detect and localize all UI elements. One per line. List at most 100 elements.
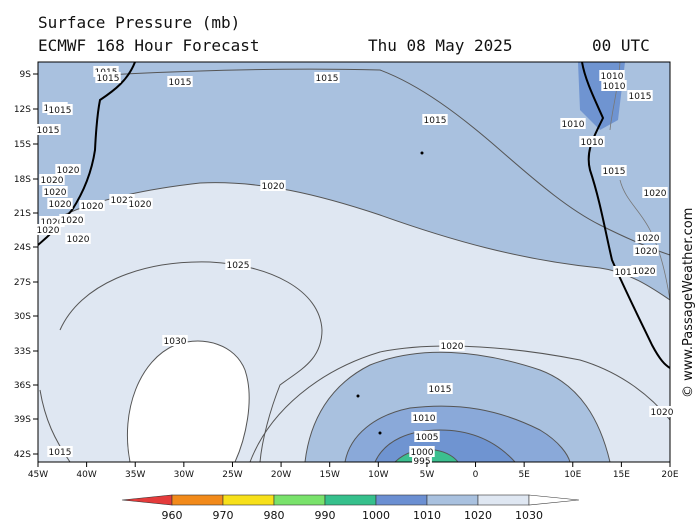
isobar-label-box bbox=[422, 114, 448, 125]
lon-label: 5E bbox=[518, 470, 530, 480]
isobar-label: 1020 bbox=[67, 235, 90, 245]
svg-text:© www.PassageWeather.com: © www.PassageWeather.com bbox=[681, 208, 696, 398]
legend-label: 1010 bbox=[413, 509, 441, 522]
isobar-label: 1010 bbox=[413, 414, 436, 424]
isobar-label: 1020 bbox=[644, 189, 667, 199]
lat-label: 21S bbox=[14, 209, 31, 219]
pressure-legend: 960 970 980 990 1000 1010 1020 1030 bbox=[121, 494, 580, 522]
legend-swatch bbox=[273, 494, 326, 506]
lon-label: 10W bbox=[368, 470, 388, 480]
isobar-label: 1015 bbox=[49, 448, 72, 458]
isobar-label-box bbox=[39, 174, 65, 185]
isobar-label-box bbox=[613, 266, 639, 277]
africa-border bbox=[609, 62, 670, 301]
lat-label: 12S bbox=[14, 105, 31, 115]
lon-label: 15E bbox=[613, 470, 630, 480]
isobar-label-box bbox=[601, 80, 627, 91]
isobar-label: 1020 bbox=[37, 226, 60, 236]
isobar-label-box bbox=[47, 446, 73, 457]
isobar-label-box bbox=[35, 124, 61, 135]
isobar-label: 1020 bbox=[262, 182, 285, 192]
isobar-1000 bbox=[394, 449, 459, 462]
isobar-label: 1020 bbox=[637, 234, 660, 244]
isobar-label-box bbox=[109, 194, 135, 205]
isobar-label-box bbox=[649, 406, 675, 417]
isobar-label-box bbox=[627, 90, 653, 101]
isobar-label: 1010 bbox=[601, 72, 624, 82]
isobar-label-box bbox=[439, 340, 465, 351]
lon-label: 5W bbox=[420, 470, 435, 480]
isobar-label-box bbox=[409, 446, 435, 457]
isobar-label-box bbox=[55, 164, 81, 175]
lon-label: 15W bbox=[320, 470, 340, 480]
isobar-label-box bbox=[79, 200, 105, 211]
isobar-label: 1010 bbox=[562, 120, 585, 130]
isobar-label-box bbox=[633, 245, 659, 256]
isobar-label: 1020 bbox=[441, 342, 464, 352]
isobar-label-box bbox=[560, 118, 586, 129]
legend-swatch bbox=[222, 494, 275, 506]
isobar-label: 1010 bbox=[615, 268, 638, 278]
lon-label: 30W bbox=[174, 470, 194, 480]
forecast-time: 00 UTC bbox=[592, 36, 650, 55]
isobar-label: 1020 bbox=[129, 200, 152, 210]
isobar-label: 1020 bbox=[633, 267, 656, 277]
isobar-label-box bbox=[47, 104, 73, 115]
legend-label: 980 bbox=[264, 509, 285, 522]
isobar-label-box bbox=[59, 214, 85, 225]
isobar-label: 1015 bbox=[97, 74, 120, 84]
isobar-label-box bbox=[95, 72, 121, 83]
isobar-label-box bbox=[642, 187, 668, 198]
isobar-label-box bbox=[601, 165, 627, 176]
isobar-1005 bbox=[374, 429, 516, 462]
legend-arrow-high bbox=[528, 494, 580, 506]
lon-label: 20W bbox=[271, 470, 291, 480]
isobar-label: 1020 bbox=[41, 218, 64, 228]
isobar-label-box bbox=[414, 431, 440, 442]
isobar-label: 1020 bbox=[81, 202, 104, 212]
isobar-label-box bbox=[260, 180, 286, 191]
isobar-label-box bbox=[314, 72, 340, 83]
isobar-label-box bbox=[427, 383, 453, 394]
isobar-label: 1010 bbox=[603, 82, 626, 92]
africa-coast bbox=[581, 62, 670, 369]
isobar-label: 1020 bbox=[651, 408, 674, 418]
isobar-label: 1020 bbox=[61, 216, 84, 226]
isobar-1015-south bbox=[304, 351, 611, 462]
lon-label: 40W bbox=[76, 470, 96, 480]
isobar-label-box bbox=[127, 198, 153, 209]
lat-label: 18S bbox=[14, 175, 31, 185]
isobar-label: 1000 bbox=[411, 448, 434, 458]
isobar-1010-south bbox=[344, 405, 571, 462]
lon-label: 10E bbox=[564, 470, 581, 480]
isobar-label-box bbox=[579, 136, 605, 147]
isobar-label: 1015 bbox=[603, 167, 626, 177]
isobar-label: 1020 bbox=[111, 196, 134, 206]
isobar-1015-north bbox=[104, 68, 670, 256]
lat-label: 42S bbox=[14, 450, 31, 460]
legend-swatch bbox=[375, 494, 428, 506]
isobar-label-box bbox=[635, 232, 661, 243]
isobar-label-box bbox=[162, 335, 188, 346]
lat-label: 36S bbox=[14, 381, 31, 391]
map-subtitle: ECMWF 168 Hour Forecast bbox=[38, 36, 260, 55]
legend-label: 990 bbox=[315, 509, 336, 522]
legend-label: 960 bbox=[162, 509, 183, 522]
isobar-label: 1015 bbox=[37, 126, 60, 136]
isobar-label-box bbox=[39, 216, 65, 227]
lat-label: 27S bbox=[14, 278, 31, 288]
isobar-label: 1015 bbox=[429, 385, 452, 395]
isobar-label-box bbox=[599, 70, 625, 81]
isobar-label-box bbox=[42, 186, 68, 197]
isobar-label: 1010 bbox=[581, 138, 604, 148]
isobar-label-box bbox=[225, 259, 251, 270]
island-marker bbox=[378, 431, 382, 435]
isobar-label: 1020 bbox=[49, 200, 72, 210]
lon-label: 20E bbox=[661, 470, 678, 480]
isobar-label-box bbox=[631, 265, 657, 276]
forecast-date: Thu 08 May 2025 bbox=[368, 36, 513, 55]
lon-label: 0 bbox=[473, 470, 479, 480]
legend-label: 1000 bbox=[362, 509, 390, 522]
map-frame bbox=[37, 61, 671, 463]
isobar-label: 1025 bbox=[227, 261, 250, 271]
